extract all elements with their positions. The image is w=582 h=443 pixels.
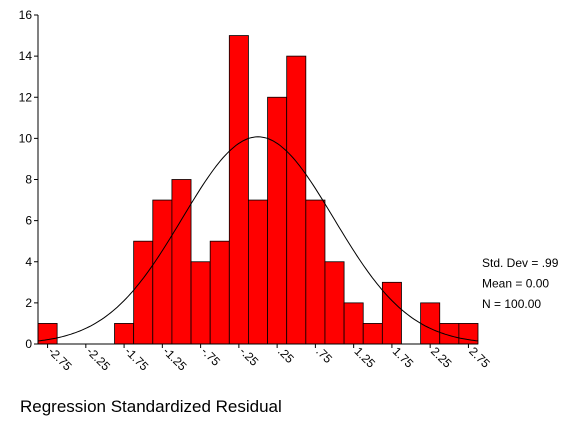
- x-axis-label: Regression Standardized Residual: [20, 397, 282, 416]
- x-tick-label: -2.25: [84, 344, 113, 373]
- y-tick-label: 16: [19, 8, 33, 22]
- y-tick-label: 10: [19, 131, 33, 145]
- bar: [420, 302, 441, 345]
- bar: [133, 240, 154, 345]
- y-tick-label: 8: [25, 173, 32, 187]
- x-tick-label: 1.25: [352, 344, 379, 371]
- y-tick-label: 14: [19, 49, 33, 63]
- stats-label: Std. Dev = .99: [482, 256, 559, 270]
- x-tick-label: -1.75: [122, 344, 151, 373]
- x-tick-label: -1.25: [160, 344, 189, 373]
- y-tick-label: 0: [25, 337, 32, 351]
- bar: [152, 199, 173, 345]
- stats-label: Mean = 0.00: [482, 277, 549, 291]
- bar: [343, 302, 364, 345]
- x-tick-label: -.75: [198, 344, 223, 369]
- normal-curve: [37, 136, 479, 342]
- bar: [381, 281, 402, 345]
- bar: [228, 35, 249, 345]
- x-tick-label: -2.75: [45, 344, 74, 373]
- bar: [248, 199, 268, 345]
- x-tick-label: 2.25: [428, 344, 455, 371]
- y-tick-label: 6: [25, 214, 32, 228]
- bar: [114, 323, 135, 345]
- y-tick-label: 12: [19, 90, 33, 104]
- bar: [362, 323, 383, 345]
- x-tick-label: -.25: [237, 344, 262, 369]
- x-tick-label: .75: [313, 344, 335, 366]
- stats-label: N = 100.00: [482, 297, 541, 311]
- bar: [209, 240, 230, 345]
- x-tick-label: 1.75: [390, 344, 417, 371]
- x-tick-label: .25: [275, 344, 297, 366]
- bar: [305, 199, 326, 345]
- bar: [190, 261, 211, 345]
- y-tick-label: 2: [25, 296, 32, 310]
- bar: [171, 179, 192, 345]
- y-tick-label: 4: [25, 255, 32, 269]
- bar: [324, 261, 345, 345]
- bar: [286, 55, 307, 345]
- bar: [267, 96, 288, 345]
- x-tick-label: 2.75: [466, 344, 493, 371]
